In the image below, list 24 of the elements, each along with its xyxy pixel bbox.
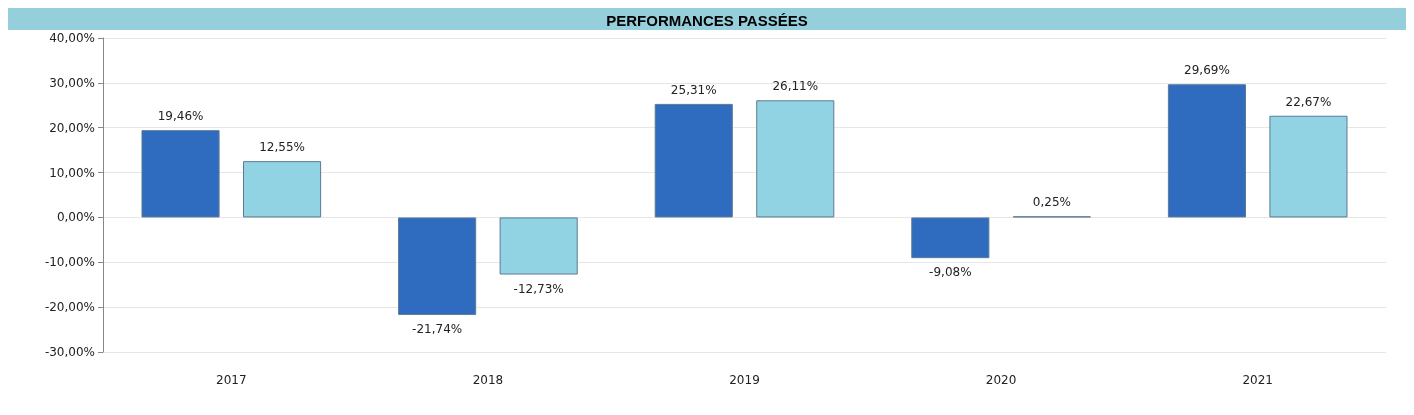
y-tick-label: -30,00% xyxy=(44,345,95,359)
y-tick-label: 10,00% xyxy=(49,165,95,180)
y-tick-label: 0,00% xyxy=(56,210,95,225)
data-label: 25,31% xyxy=(670,82,717,97)
data-label: 22,67% xyxy=(1285,94,1332,109)
x-tick-label: 2017 xyxy=(216,373,247,387)
chart-title: PERFORMANCES PASSÉES xyxy=(606,12,808,29)
y-tick-label: 30,00% xyxy=(49,75,95,90)
data-label: -21,74% xyxy=(412,321,463,336)
x-tick-label: 2018 xyxy=(472,373,504,387)
data-label: 12,55% xyxy=(259,140,305,155)
data-label: -9,08% xyxy=(929,265,972,280)
y-tick-label: 20,00% xyxy=(49,120,95,135)
y-tick-label: -10,00% xyxy=(44,255,95,270)
y-tick-label: -20,00% xyxy=(44,300,95,315)
x-tick-label: 2019 xyxy=(729,373,760,387)
data-label: 26,11% xyxy=(772,79,819,94)
x-tick-label: 2021 xyxy=(1242,373,1273,387)
data-label: 0,25% xyxy=(1032,195,1071,210)
y-tick-label: 40,00% xyxy=(49,31,95,45)
data-label: 29,69% xyxy=(1184,63,1230,78)
x-tick-label: 2020 xyxy=(985,373,1017,387)
data-label: 19,46% xyxy=(157,109,204,124)
data-label: -12,73% xyxy=(513,281,564,296)
